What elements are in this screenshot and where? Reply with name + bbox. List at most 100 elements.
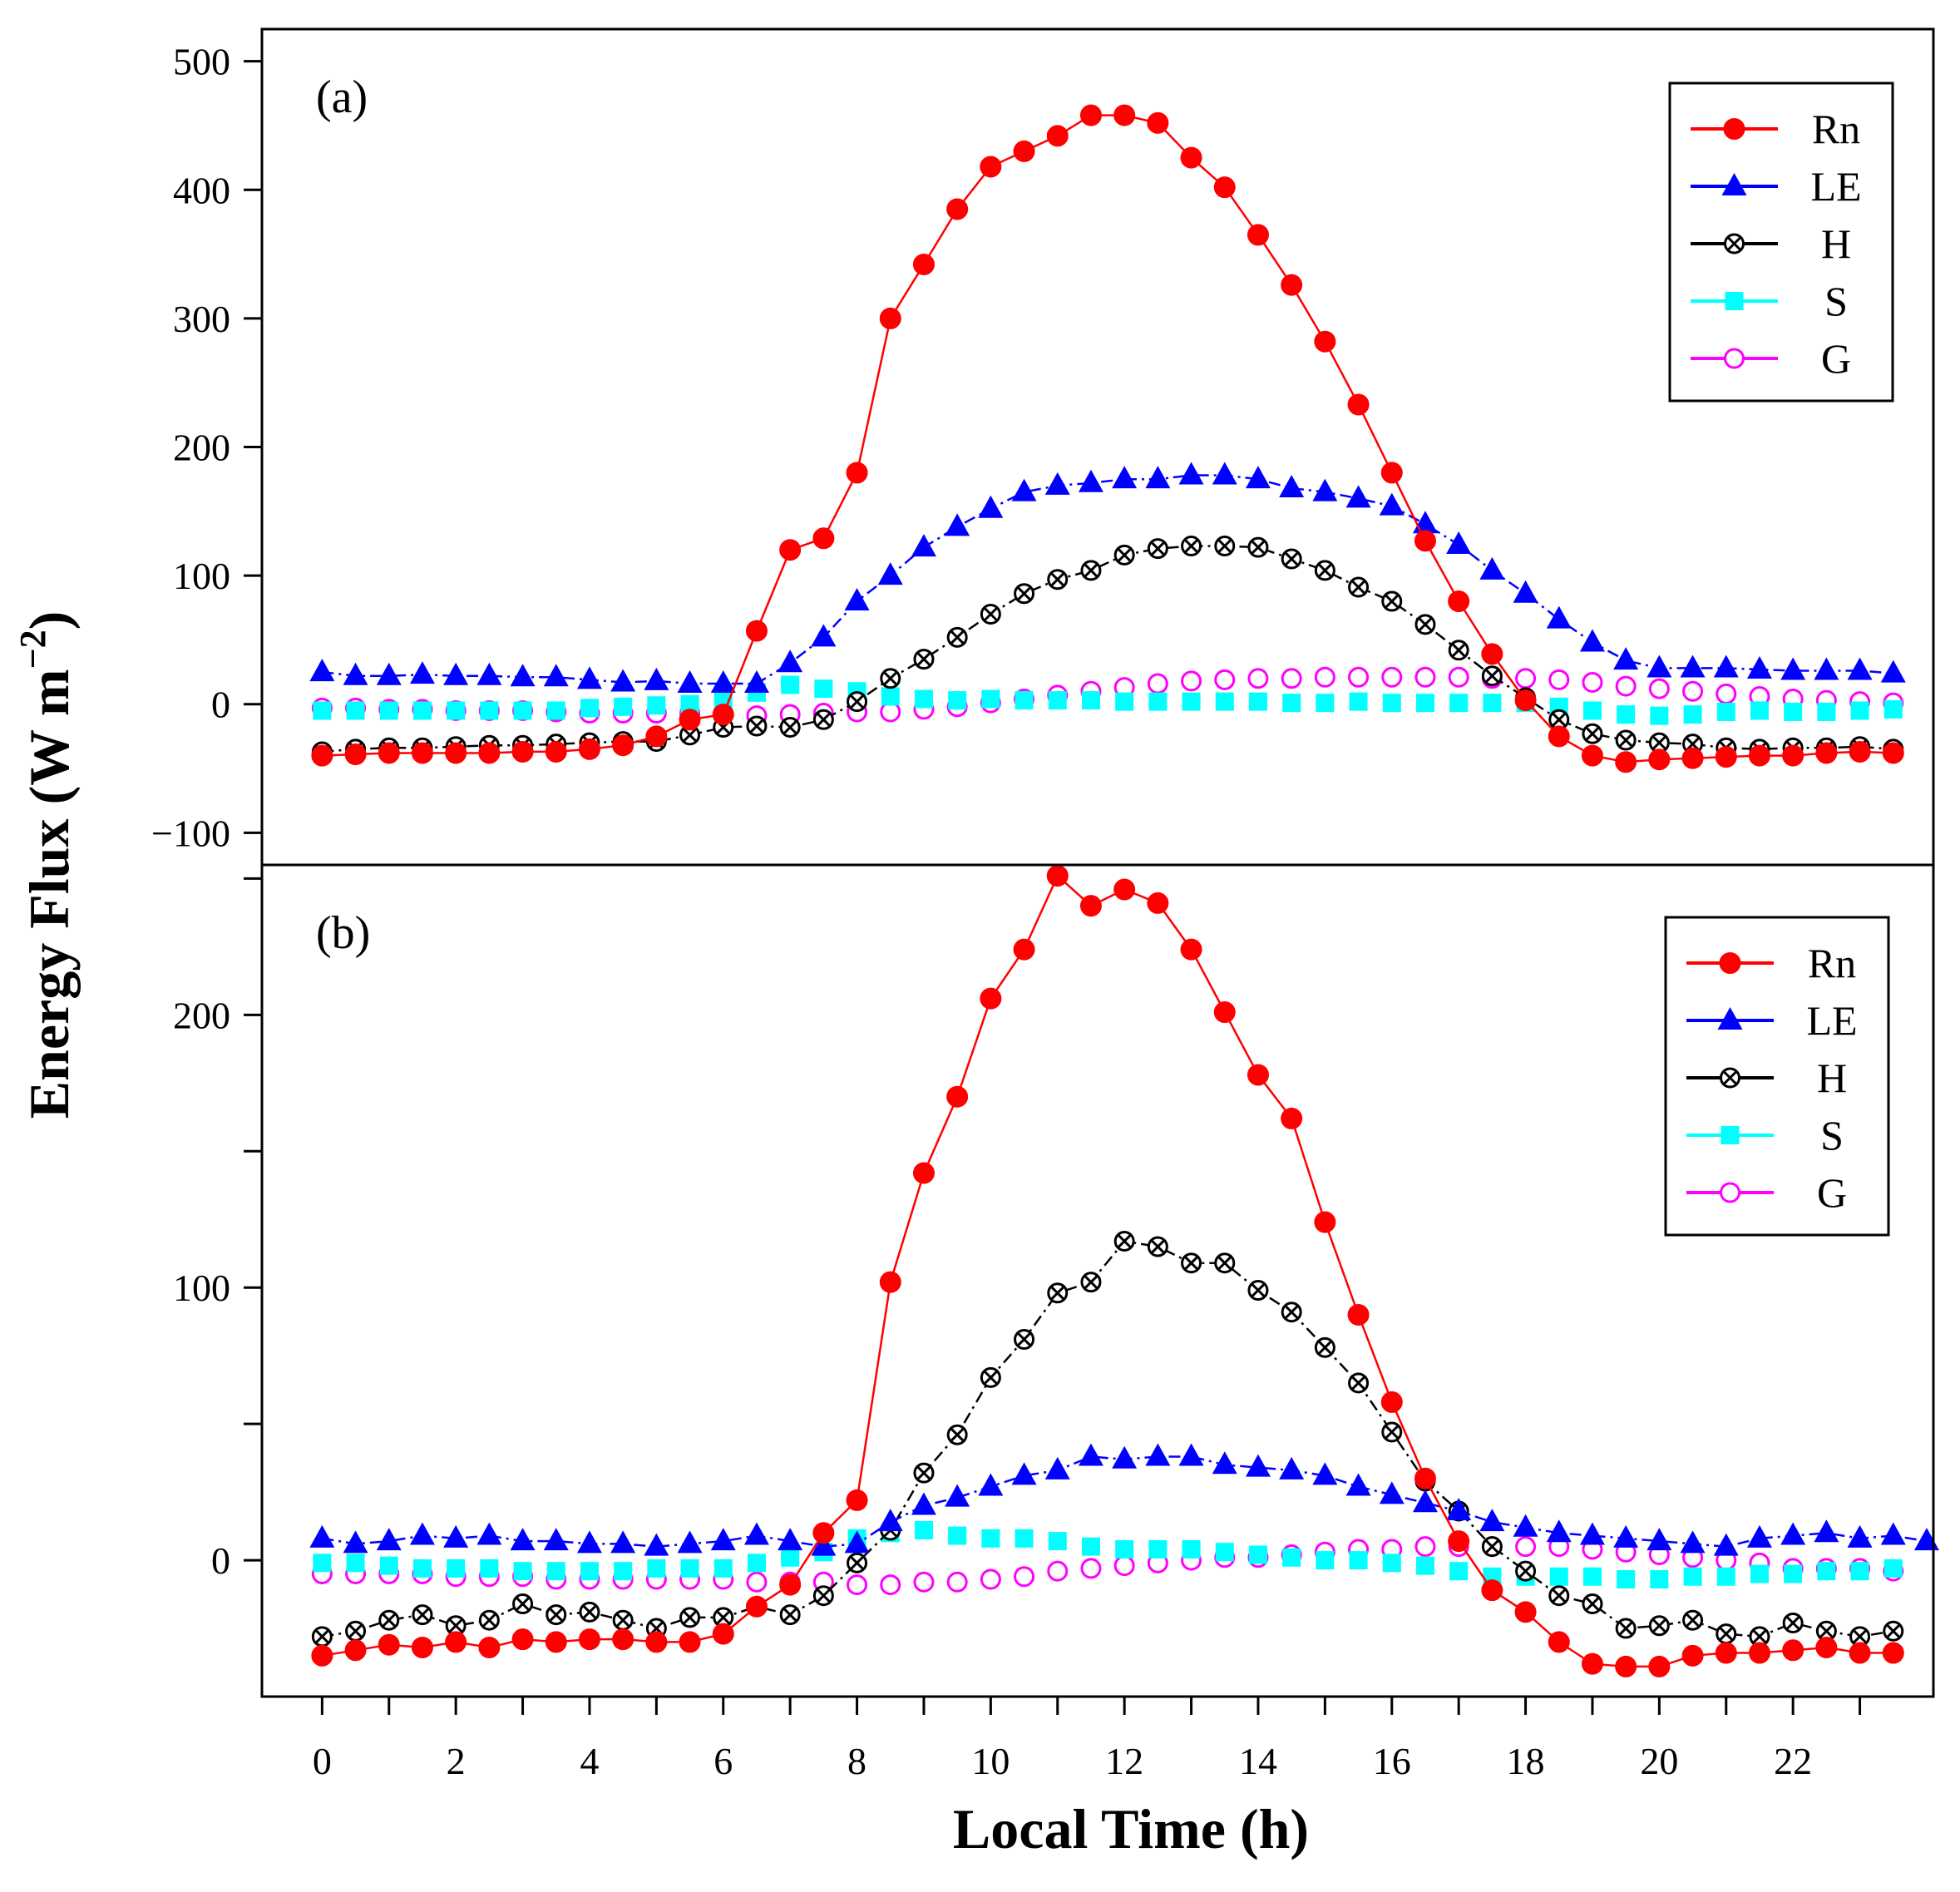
- x-tick-label-1: 2: [447, 1740, 466, 1782]
- panel-b-legend-entry-s-marker: [1721, 1126, 1740, 1144]
- panel-a-series-g-point-42: [1716, 683, 1737, 704]
- panel-a-series-s-point-46: [1850, 701, 1869, 720]
- panel-a-series-rn-point-42: [1715, 746, 1737, 768]
- panel-b-series-h-point-37-cross: [1552, 1588, 1567, 1603]
- panel-a-series-le-point-27: [1212, 462, 1237, 485]
- panel-b-legend-entry-s-label: S: [1820, 1112, 1844, 1158]
- panel-a-series-h-point-31-cross: [1350, 580, 1366, 595]
- panel-a-series-rn-point-32: [1380, 462, 1403, 484]
- panel-a-series-le-point-19: [945, 513, 970, 536]
- panel-a-series-rn-point-23: [1079, 104, 1102, 126]
- panel-b-series-s-point-34: [1449, 1562, 1469, 1581]
- panel-a-series-g-point-34: [1448, 666, 1469, 688]
- panel-b-series-h-point-31-cross: [1350, 1376, 1366, 1391]
- panel-a-series-h-point-33: [1414, 614, 1436, 635]
- panel-b-series-rn-point-42: [1715, 1642, 1737, 1664]
- panel-a-series-rn-point-35: [1481, 643, 1503, 665]
- panel-b-series-le-point-27: [1212, 1451, 1237, 1475]
- panel-a-series-rn-point-38: [1581, 744, 1603, 767]
- panel-b-series-rn-point-0: [311, 1644, 333, 1667]
- panel-b-series-le-point-19: [945, 1484, 970, 1507]
- panel-a-series-s-point-34: [1449, 694, 1469, 713]
- panel-a-series-g-point-33: [1414, 666, 1436, 688]
- panel-b-series-le-point-48: [1913, 1528, 1939, 1551]
- panel-b-series-h-point-18-cross: [916, 1465, 931, 1480]
- panel-a-series-rn-point-43: [1748, 744, 1770, 767]
- panel-b-series-s-point-3: [412, 1559, 432, 1578]
- panel-a-series-le-point-17: [877, 562, 903, 585]
- panel-a-series-le-point-2: [376, 662, 402, 685]
- panel-a-legend-entry-h-label: H: [1821, 220, 1851, 267]
- panel-b-series-le-point-13: [743, 1522, 769, 1545]
- panel-b-ytick-label-0: 0: [211, 1539, 230, 1582]
- panel-b-legend-entry-h: H: [1686, 1055, 1847, 1101]
- panel-a-series-s-point-6: [513, 701, 532, 720]
- panel-a-series-g-point-36: [1515, 668, 1537, 689]
- panel-a-series-rn-point-46: [1849, 740, 1871, 763]
- panel-b-series-h-point-21-cross: [1016, 1331, 1032, 1347]
- panel-b-series-s-point-22: [1048, 1532, 1067, 1551]
- panel-a-series-h-point-22-cross: [1050, 572, 1065, 587]
- panel-b-series-h-point-3: [412, 1604, 433, 1626]
- panel-b-series-le-point-28: [1245, 1454, 1271, 1477]
- panel-a-series-rn-point-41: [1681, 747, 1704, 769]
- panel-b-series-le-point-42: [1713, 1533, 1739, 1556]
- panel-b-series-le-point-32: [1379, 1481, 1405, 1504]
- panel-b-series-rn-point-39: [1615, 1655, 1637, 1677]
- panel-b-legend-entry-s: S: [1686, 1112, 1844, 1158]
- panel-a-series-h-point-30: [1314, 560, 1335, 581]
- panel-a-ytick-label-5: 400: [173, 169, 230, 211]
- panel-b-series-h-point-15-cross: [816, 1588, 831, 1603]
- panel-a-series-le-point-30: [1312, 478, 1338, 501]
- panel-a-series-h-point-13: [746, 715, 768, 737]
- panel-a-series-g-point-28: [1247, 668, 1269, 689]
- panel-b-ytick-label-4: 200: [173, 994, 230, 1036]
- panel-a-series-s-point-18: [914, 689, 933, 709]
- panel-a-ytick-label-2: 100: [173, 555, 230, 597]
- panel-b-series-h-point-7-cross: [549, 1608, 564, 1623]
- panel-a-ytick-label-1: 0: [211, 684, 230, 726]
- panel-a-series-s-point-5: [480, 701, 499, 720]
- panel-a-series-s-point-20: [981, 689, 1000, 709]
- panel-a-series-g-point-40: [1648, 678, 1670, 699]
- panel-a-legend-entry-le-label: LE: [1810, 163, 1861, 210]
- panel-a-legend-entry-s: S: [1691, 278, 1848, 324]
- panel-a-series-h-point-41-cross: [1685, 737, 1701, 752]
- panel-b-series-h-point-29: [1281, 1302, 1302, 1323]
- panel-a-series-rn-point-36: [1514, 689, 1537, 712]
- panel-b-series-h-point-30-cross: [1317, 1340, 1332, 1355]
- panel-b-legend-entry-g: G: [1686, 1169, 1847, 1216]
- panel-a-series-h-point-22: [1047, 569, 1069, 590]
- panel-b-series-le-point-46: [1847, 1524, 1873, 1548]
- panel-b-series-le-point-18: [911, 1492, 936, 1515]
- panel-a-series-s-point-17: [881, 687, 900, 706]
- panel-b-series-h-point-8: [579, 1601, 600, 1623]
- chart-panels: −1000100200300400500(a)RnLEHSG0100200(b)…: [151, 27, 1939, 1782]
- panel-b-series-rn-point-10: [645, 1631, 668, 1653]
- panel-a-series-rn-point-10: [645, 725, 668, 748]
- panel-b-series-s-point-40: [1650, 1570, 1669, 1589]
- panel-a-series-s-point-10: [647, 696, 666, 715]
- panel-b-series-h-point-47-cross: [1886, 1623, 1901, 1638]
- panel-b-series-h-point-0: [311, 1626, 333, 1647]
- panel-a-series-h-point-24-cross: [1117, 547, 1132, 562]
- panel-b-series-rn-point-9: [612, 1628, 634, 1651]
- panel-b-series-le-point-26: [1178, 1443, 1204, 1466]
- panel-a-series-h-point-28-cross: [1251, 540, 1266, 555]
- panel-b-series-le-point-4: [443, 1524, 469, 1548]
- panel-b-series-h-point-19: [946, 1424, 968, 1445]
- panel-b-series-h-point-40-cross: [1651, 1618, 1666, 1633]
- panel-b-legend-entry-h-marker: [1720, 1067, 1740, 1089]
- panel-b-series-s-point-44: [1784, 1564, 1803, 1583]
- panel-b-series-h-point-14-cross: [783, 1608, 797, 1623]
- panel-a-series-g-point-25: [1147, 673, 1168, 694]
- panel-a-series-rn-point-15: [812, 527, 835, 550]
- panel-a-series-s-point-33: [1415, 694, 1434, 713]
- x-axis-title: Local Time (h): [953, 1797, 1309, 1860]
- panel-b-series-s-point-39: [1617, 1570, 1636, 1589]
- panel-a-series-le-point-43: [1746, 655, 1772, 679]
- panel-a-series-h-point-23: [1080, 560, 1102, 581]
- panel-a-series-h-point-24: [1113, 544, 1135, 566]
- panel-b-series-rn-point-4: [445, 1631, 467, 1653]
- panel-a-series-h-point-26-cross: [1183, 538, 1199, 554]
